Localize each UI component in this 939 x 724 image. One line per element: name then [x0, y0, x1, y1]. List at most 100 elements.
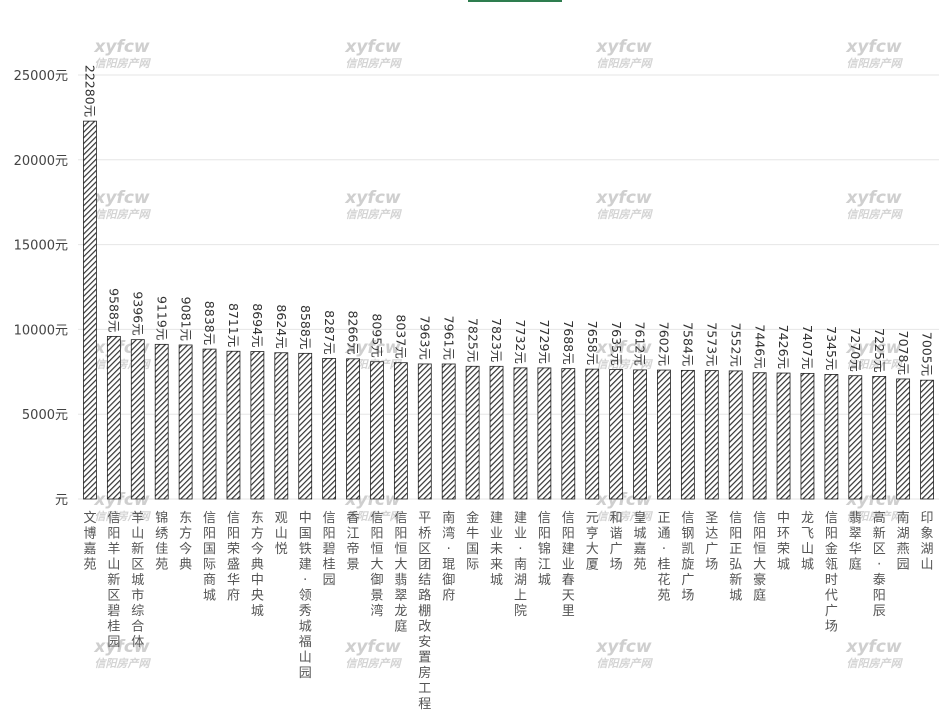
x-category-label: 圣达广场 — [705, 511, 718, 573]
value-label: 7823元 — [489, 318, 504, 362]
x-category-label: 信阳羊山新区碧桂园 — [107, 511, 120, 650]
y-tick-label: 15000元 — [14, 239, 68, 254]
svg-text:信阳房产网: 信阳房产网 — [95, 510, 152, 523]
value-label: 9081元 — [178, 297, 193, 341]
x-category-label: 中国铁建·领秀城福山园 — [299, 511, 312, 681]
x-category-label: 文博嘉苑 — [83, 511, 96, 573]
x-category-label: 信阳国际商城 — [203, 511, 216, 604]
x-category-label: 东方今典 — [179, 511, 192, 573]
y-tick-label: 5000元 — [22, 408, 68, 423]
value-label: 7407元 — [800, 325, 815, 369]
value-label: 7732元 — [513, 320, 528, 364]
x-category-label: 香江帝景 — [347, 511, 360, 573]
svg-text:xyfcw: xyfcw — [93, 37, 150, 57]
svg-text:xyfcw: xyfcw — [344, 637, 401, 657]
value-labels: 22280元 9588元 9396元 9119元 9081元 8838元 8711元 8694… — [83, 65, 935, 376]
bar — [226, 350, 241, 500]
value-label: 7961元 — [441, 316, 456, 360]
value-label: 22280元 — [83, 65, 98, 117]
x-category-label: 南湾·琨御府 — [442, 510, 455, 604]
bar — [178, 344, 193, 500]
bar — [106, 335, 121, 500]
x-category-label: 中环荣城 — [777, 511, 790, 573]
bar — [250, 351, 265, 500]
x-axis: 文博嘉苑信阳羊山新区碧桂园羊山新区城市综合体锦绣佳苑东方今典信阳国际商城信阳荣盛… — [83, 510, 933, 712]
bar — [322, 358, 337, 500]
value-label: 7270元 — [848, 327, 863, 371]
value-label: 7825元 — [465, 318, 480, 362]
x-category-label: 和谐广场 — [610, 511, 623, 573]
svg-text:xyfcw: xyfcw — [595, 637, 652, 657]
x-category-label: 信阳正弘新城 — [729, 511, 742, 604]
x-category-label: 信钢凯旋广场 — [681, 511, 694, 604]
svg-text:信阳房产网: 信阳房产网 — [597, 57, 654, 70]
svg-text:信阳房产网: 信阳房产网 — [847, 208, 904, 221]
value-label: 7658元 — [585, 321, 600, 365]
svg-text:信阳房产网: 信阳房产网 — [597, 358, 654, 371]
svg-text:xyfcw: xyfcw — [845, 338, 902, 358]
svg-text:信阳房产网: 信阳房产网 — [95, 208, 152, 221]
value-label: 8694元 — [250, 303, 265, 347]
bar — [752, 372, 767, 500]
bar — [130, 339, 145, 500]
bar — [83, 120, 97, 500]
bar — [465, 365, 480, 500]
bar — [728, 370, 743, 500]
y-tick-label: 25000元 — [14, 69, 68, 84]
x-category-label: 元亨大厦 — [586, 511, 599, 573]
value-label: 7446元 — [752, 324, 767, 368]
bar — [298, 352, 313, 500]
value-label: 7225元 — [872, 328, 887, 372]
svg-text:xyfcw: xyfcw — [93, 637, 150, 657]
bar — [154, 343, 169, 500]
svg-text:信阳房产网: 信阳房产网 — [847, 510, 904, 523]
y-tick-label: 元 — [55, 493, 68, 508]
x-category-label: 观山悦 — [275, 511, 288, 557]
bar — [609, 369, 624, 500]
bar — [513, 367, 528, 500]
bar — [561, 368, 576, 500]
svg-text:信阳房产网: 信阳房产网 — [346, 510, 403, 523]
x-category-label: 翡翠华庭 — [849, 511, 862, 573]
bar — [393, 362, 408, 500]
svg-text:xyfcw: xyfcw — [845, 188, 902, 208]
value-label: 8588元 — [298, 305, 313, 349]
value-label: 7688元 — [561, 320, 576, 364]
value-label: 9396元 — [130, 291, 145, 335]
svg-text:xyfcw: xyfcw — [344, 338, 401, 358]
y-axis: 元 5000元 10000元 15000元 20000元 25000元 — [14, 69, 68, 508]
bar — [896, 378, 911, 500]
svg-text:xyfcw: xyfcw — [845, 637, 902, 657]
x-category-label: 信阳荣盛华府 — [227, 511, 240, 604]
x-category-label: 羊山新区城市综合体 — [131, 510, 144, 650]
x-category-label: 高新区·泰阳辰 — [873, 510, 886, 619]
svg-text:xyfcw: xyfcw — [595, 37, 652, 57]
value-label: 7612元 — [633, 322, 648, 366]
svg-text:信阳房产网: 信阳房产网 — [346, 657, 403, 670]
bar — [848, 375, 863, 500]
svg-text:xyfcw: xyfcw — [344, 188, 401, 208]
svg-text:xyfcw: xyfcw — [93, 188, 150, 208]
value-label: 9588元 — [107, 288, 122, 332]
bar — [202, 348, 217, 500]
bar — [920, 379, 934, 500]
x-category-label: 信阳锦江城 — [538, 511, 551, 588]
value-label: 7584元 — [681, 322, 696, 366]
svg-text:信阳房产网: 信阳房产网 — [847, 57, 904, 70]
bar — [370, 361, 384, 500]
value-label: 8838元 — [202, 301, 217, 345]
x-category-label: 信阳恒大御景湾 — [370, 511, 383, 619]
bar — [704, 370, 719, 500]
svg-text:信阳房产网: 信阳房产网 — [597, 510, 654, 523]
value-label: 7345元 — [824, 326, 839, 370]
x-category-label: 东方今典中央城 — [251, 511, 264, 619]
svg-text:信阳房产网: 信阳房产网 — [597, 657, 654, 670]
x-category-label: 建业·南湖上院 — [514, 511, 527, 619]
